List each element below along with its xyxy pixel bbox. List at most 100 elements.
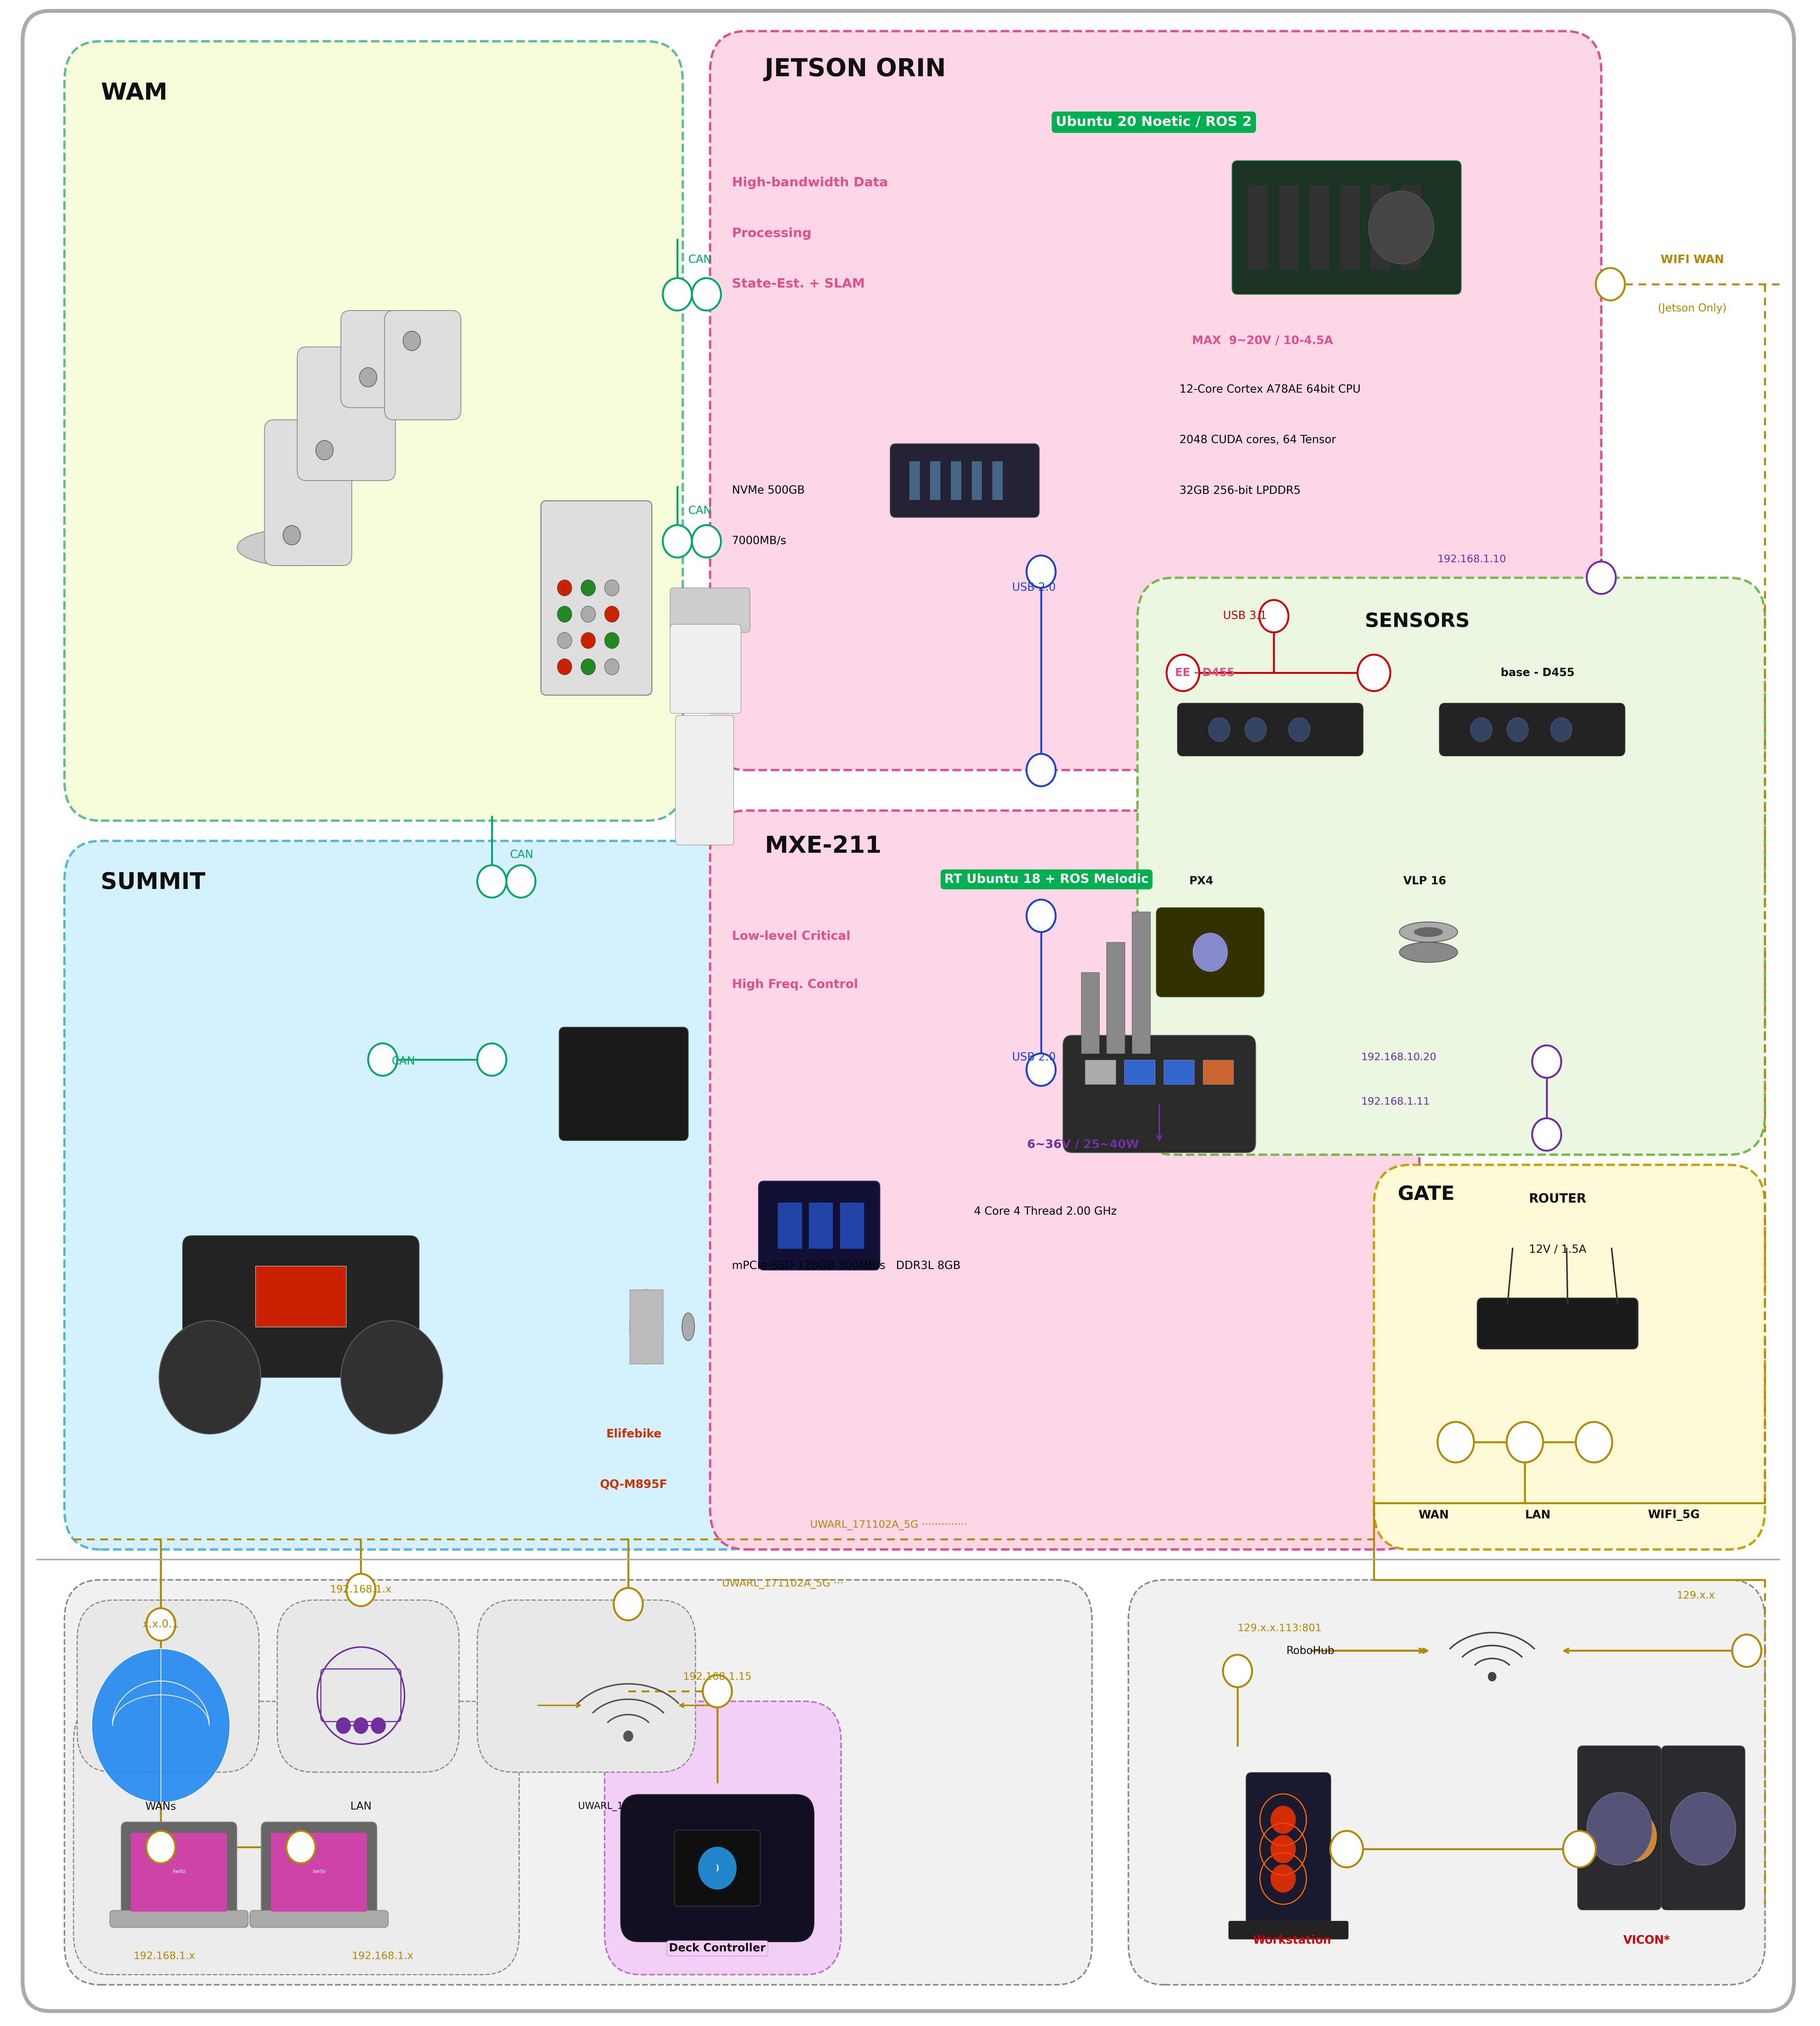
Text: 129.x.x.113:801: 129.x.x.113:801 xyxy=(1238,1623,1321,1633)
Bar xyxy=(1249,184,1269,269)
Circle shape xyxy=(1507,717,1529,742)
Circle shape xyxy=(703,1676,732,1708)
FancyBboxPatch shape xyxy=(670,588,750,632)
Text: hello: hello xyxy=(173,1870,186,1874)
Circle shape xyxy=(146,1609,175,1641)
FancyBboxPatch shape xyxy=(64,41,682,821)
Text: Deck Controller: Deck Controller xyxy=(670,1943,766,1953)
Text: 192.168.10.20: 192.168.10.20 xyxy=(1361,1054,1436,1062)
Circle shape xyxy=(340,1321,442,1434)
Circle shape xyxy=(1270,1836,1296,1864)
Circle shape xyxy=(1270,1864,1296,1892)
Text: NVMe 500GB: NVMe 500GB xyxy=(732,484,804,496)
Circle shape xyxy=(1167,654,1199,691)
Circle shape xyxy=(477,865,506,898)
Circle shape xyxy=(1289,717,1310,742)
Text: WIFI_5G: WIFI_5G xyxy=(1647,1509,1700,1522)
Circle shape xyxy=(557,632,571,648)
Text: High Freq. Control: High Freq. Control xyxy=(732,979,857,991)
Ellipse shape xyxy=(682,1313,695,1341)
Text: VLP 16: VLP 16 xyxy=(1403,875,1447,887)
Bar xyxy=(1279,184,1298,269)
Circle shape xyxy=(1551,717,1572,742)
Text: CAN: CAN xyxy=(688,255,712,265)
Text: CAN: CAN xyxy=(391,1056,415,1068)
Circle shape xyxy=(692,278,721,310)
Circle shape xyxy=(402,330,420,350)
FancyBboxPatch shape xyxy=(131,1834,228,1913)
Bar xyxy=(972,462,981,500)
Text: GATE: GATE xyxy=(1398,1185,1454,1203)
Circle shape xyxy=(477,1043,506,1076)
Ellipse shape xyxy=(1400,922,1458,942)
Text: Workstation: Workstation xyxy=(1252,1935,1330,1945)
FancyBboxPatch shape xyxy=(759,1181,879,1270)
Text: 192.168.1.15: 192.168.1.15 xyxy=(682,1671,752,1682)
FancyBboxPatch shape xyxy=(670,624,741,713)
Text: 192.168.1.11: 192.168.1.11 xyxy=(1361,1098,1431,1106)
Circle shape xyxy=(557,606,571,622)
Bar xyxy=(1125,1060,1154,1084)
Bar xyxy=(1081,972,1099,1054)
Text: 129.x.x: 129.x.x xyxy=(1676,1590,1714,1601)
Circle shape xyxy=(662,278,692,310)
Ellipse shape xyxy=(1400,942,1458,962)
Text: UWARL_171102A_5G: UWARL_171102A_5G xyxy=(579,1801,679,1811)
Circle shape xyxy=(581,632,595,648)
Text: VICON*: VICON* xyxy=(1623,1935,1671,1945)
FancyBboxPatch shape xyxy=(260,1821,377,1921)
Text: UWARL_171102A_5G ···: UWARL_171102A_5G ··· xyxy=(723,1578,843,1588)
FancyBboxPatch shape xyxy=(1178,703,1363,756)
Circle shape xyxy=(1532,1118,1562,1151)
FancyBboxPatch shape xyxy=(1578,1746,1662,1911)
Text: PX4: PX4 xyxy=(1188,875,1214,887)
Text: RoboHub: RoboHub xyxy=(1287,1645,1334,1655)
Text: 32GB 256-bit LPDDR5: 32GB 256-bit LPDDR5 xyxy=(1179,484,1299,496)
FancyBboxPatch shape xyxy=(477,1601,695,1773)
FancyBboxPatch shape xyxy=(1247,1773,1330,1925)
Circle shape xyxy=(1330,1832,1363,1868)
FancyBboxPatch shape xyxy=(541,500,652,695)
FancyBboxPatch shape xyxy=(1662,1746,1745,1911)
Text: x.x.0.1: x.x.0.1 xyxy=(142,1619,178,1629)
Circle shape xyxy=(1611,1811,1656,1862)
Circle shape xyxy=(1026,1054,1056,1086)
FancyBboxPatch shape xyxy=(710,30,1602,770)
Circle shape xyxy=(359,367,377,387)
Circle shape xyxy=(692,525,721,557)
Text: base - D455: base - D455 xyxy=(1500,667,1574,679)
Circle shape xyxy=(158,1321,260,1434)
Circle shape xyxy=(613,1588,642,1621)
Text: QQ-M895F: QQ-M895F xyxy=(601,1479,668,1491)
Text: USB 2.0: USB 2.0 xyxy=(1012,1051,1056,1064)
Circle shape xyxy=(315,440,333,460)
Text: mPCIe-SSD 128GB 300MB/s   DDR3L 8GB: mPCIe-SSD 128GB 300MB/s DDR3L 8GB xyxy=(732,1260,961,1272)
Text: 6~36V / 25~40W: 6~36V / 25~40W xyxy=(1026,1139,1139,1151)
Circle shape xyxy=(1671,1793,1736,1866)
Circle shape xyxy=(1733,1635,1762,1667)
Text: ROUTER: ROUTER xyxy=(1529,1193,1587,1205)
Text: 7000MB/s: 7000MB/s xyxy=(732,535,786,547)
Circle shape xyxy=(1563,1832,1596,1868)
FancyBboxPatch shape xyxy=(109,1911,248,1927)
Text: USB 2.0: USB 2.0 xyxy=(1012,581,1056,594)
FancyBboxPatch shape xyxy=(710,810,1420,1550)
FancyBboxPatch shape xyxy=(1229,1921,1349,1939)
Ellipse shape xyxy=(1414,928,1443,936)
Text: Low-level Critical: Low-level Critical xyxy=(732,930,850,942)
Circle shape xyxy=(1026,555,1056,588)
Bar xyxy=(1370,184,1390,269)
Circle shape xyxy=(1192,934,1227,972)
Circle shape xyxy=(1438,1422,1474,1463)
Circle shape xyxy=(581,606,595,622)
Circle shape xyxy=(604,658,619,675)
Circle shape xyxy=(1587,561,1616,594)
Bar xyxy=(1340,184,1360,269)
FancyBboxPatch shape xyxy=(621,1795,814,1941)
Circle shape xyxy=(286,1832,315,1864)
FancyBboxPatch shape xyxy=(264,419,351,565)
Text: SUMMIT: SUMMIT xyxy=(100,871,206,893)
Text: Ubuntu 20 Noetic / ROS 2: Ubuntu 20 Noetic / ROS 2 xyxy=(1056,115,1252,130)
FancyBboxPatch shape xyxy=(675,715,733,845)
Circle shape xyxy=(581,579,595,596)
